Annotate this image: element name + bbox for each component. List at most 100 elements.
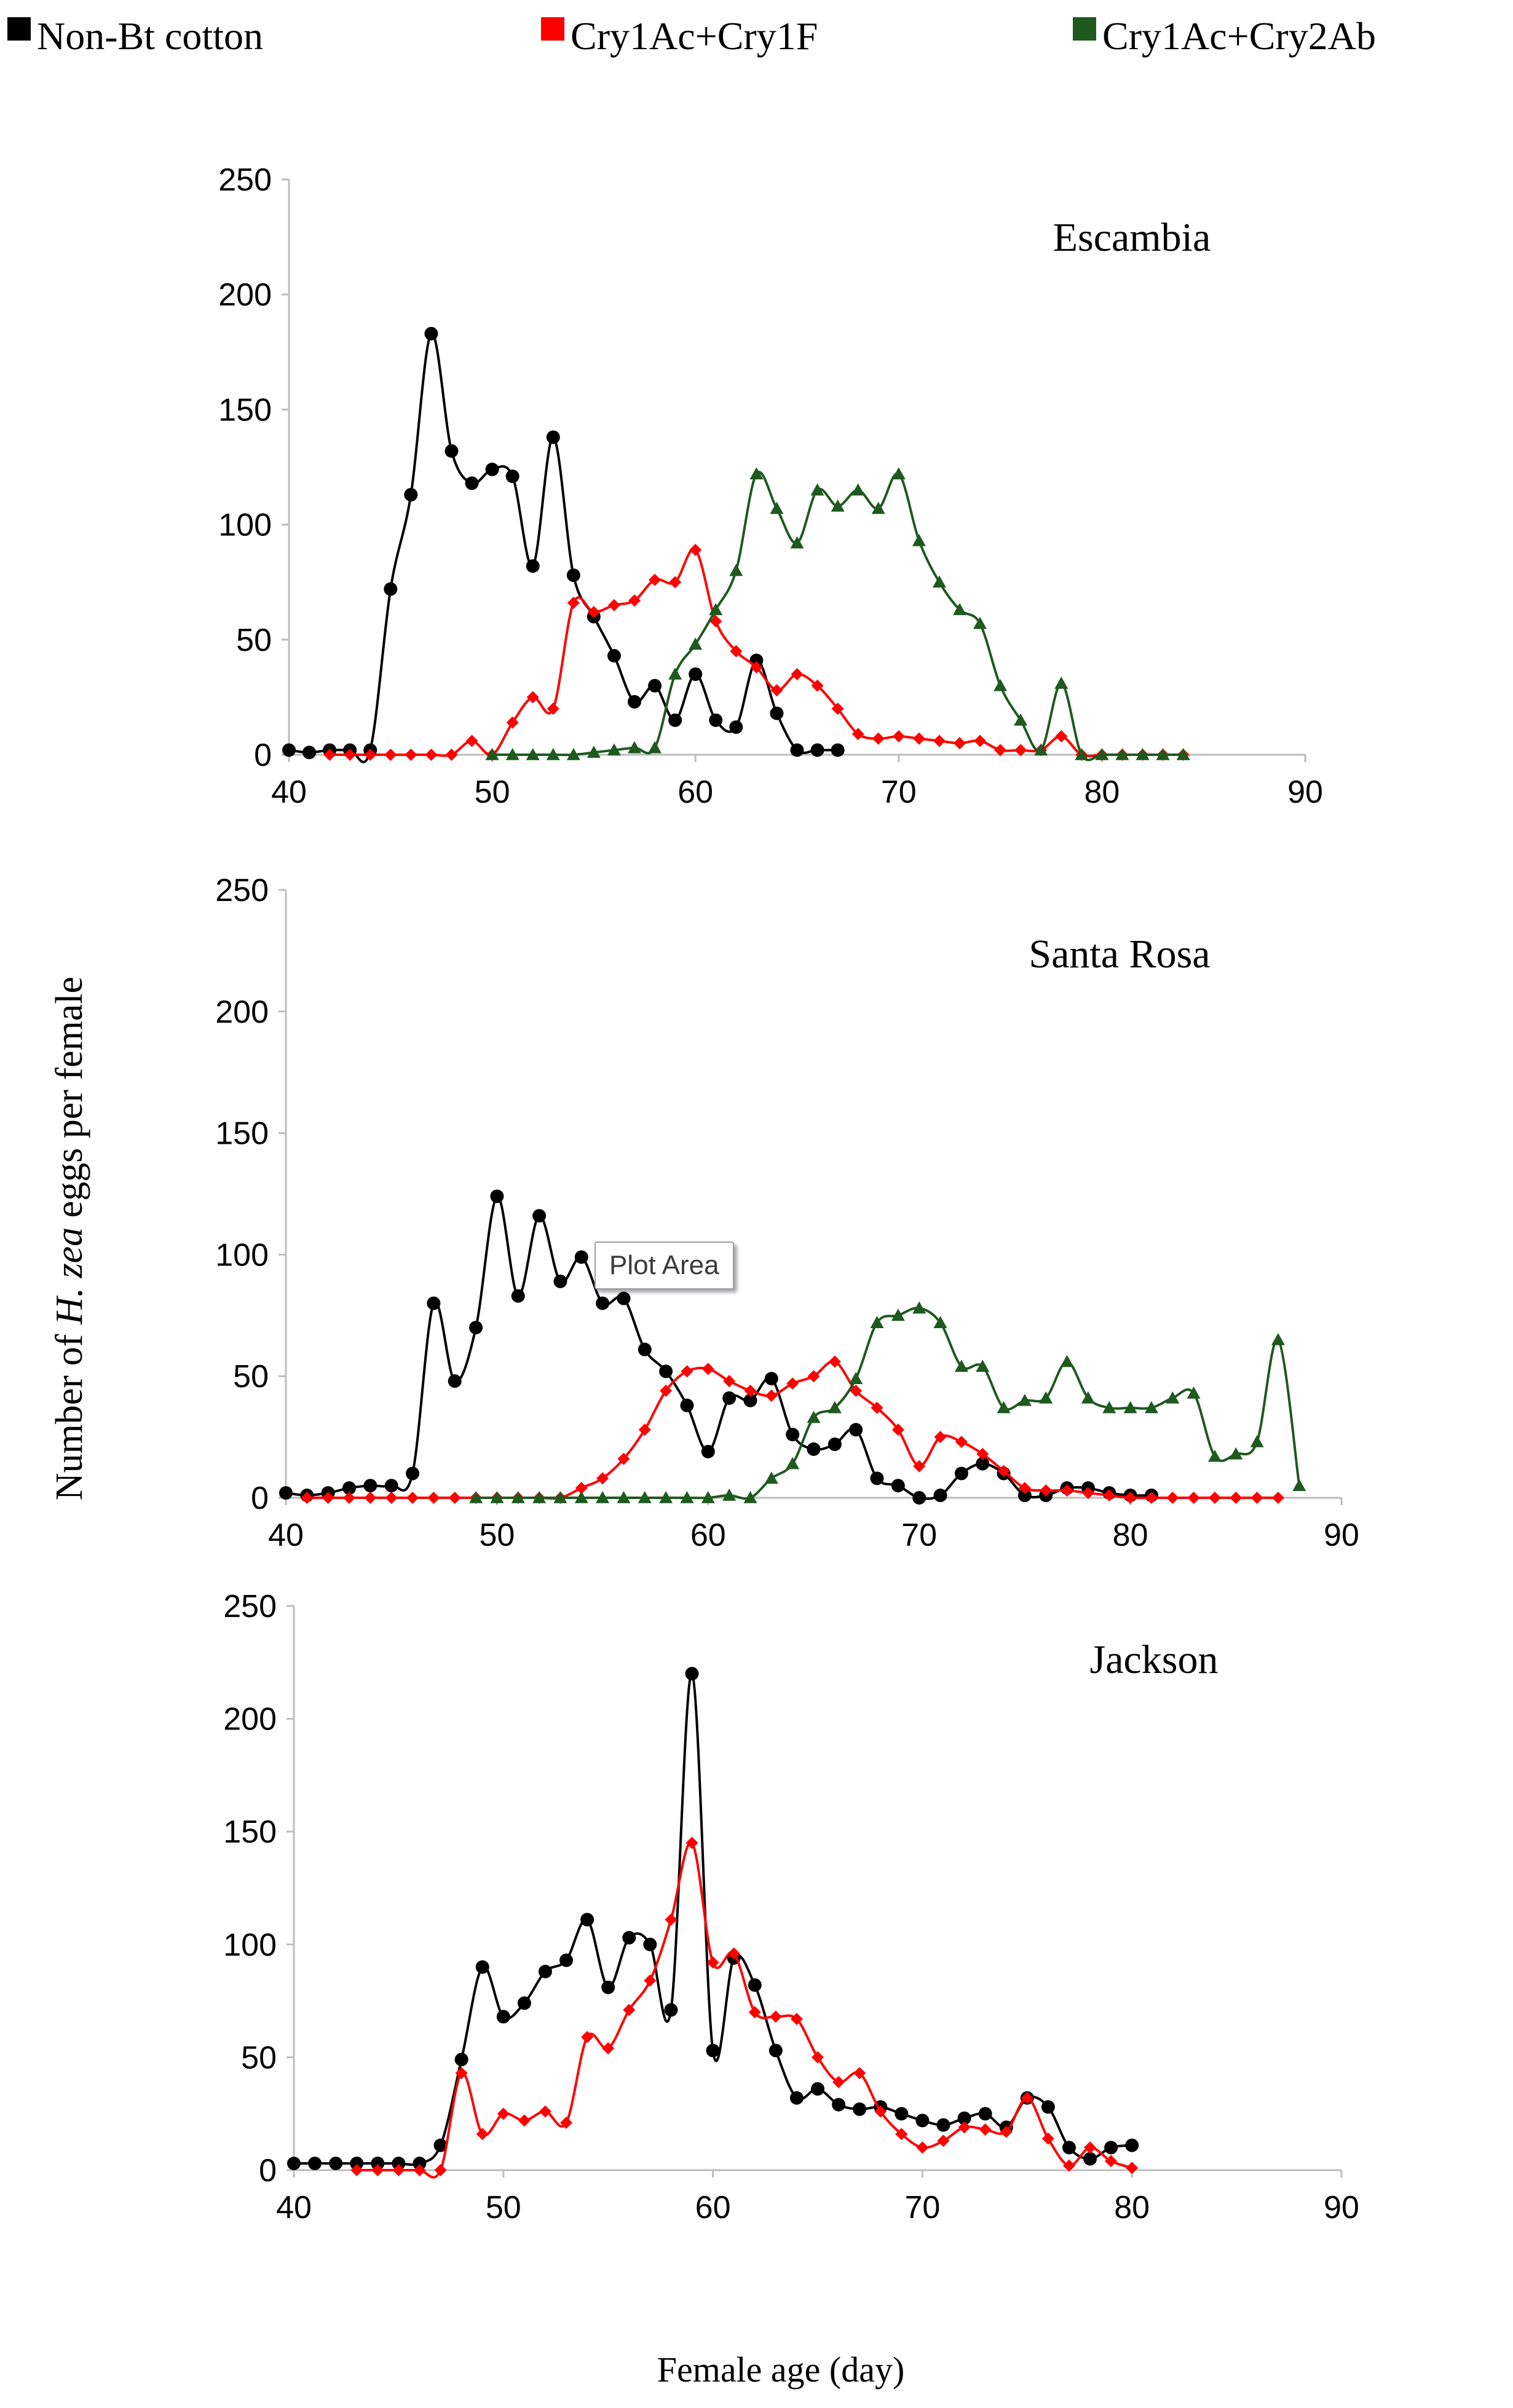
legend: Non-Bt cotton Cry1Ac+Cry1F Cry1Ac+Cry2Ab xyxy=(7,14,1376,58)
data-point xyxy=(363,1479,377,1493)
data-point xyxy=(1081,1487,1094,1500)
data-point xyxy=(1156,748,1170,760)
x-tick-label: 70 xyxy=(881,774,917,810)
data-point xyxy=(648,679,662,693)
data-point xyxy=(301,1492,314,1504)
data-point xyxy=(828,1401,842,1414)
plot-area-tooltip: Plot Area xyxy=(595,1241,734,1289)
data-point xyxy=(709,603,723,615)
data-point xyxy=(1000,2125,1013,2138)
tooltip-label: Plot Area xyxy=(609,1250,719,1280)
x-tick-label: 60 xyxy=(690,1517,726,1553)
data-point xyxy=(664,2003,678,2017)
data-point xyxy=(853,2102,867,2116)
data-point xyxy=(622,1930,636,1945)
data-point xyxy=(596,1296,610,1310)
x-tick-label: 40 xyxy=(268,1517,304,1553)
x-tick-label: 90 xyxy=(1324,2190,1359,2225)
data-point xyxy=(936,2118,950,2132)
y-tick-label: 250 xyxy=(223,1589,277,1624)
y-axis-label-part: H. zea xyxy=(49,1227,90,1325)
series-non-bt-cotton xyxy=(279,1189,1158,1505)
data-point xyxy=(850,1384,863,1397)
data-point xyxy=(628,694,642,709)
data-point xyxy=(811,679,824,692)
x-tick-label: 80 xyxy=(1084,774,1120,810)
y-tick-label: 150 xyxy=(215,1116,269,1152)
data-point xyxy=(872,732,885,745)
data-point xyxy=(786,1377,799,1390)
y-tick-label: 100 xyxy=(218,508,272,543)
data-point xyxy=(526,748,540,760)
data-point xyxy=(979,2123,992,2136)
data-point xyxy=(954,1466,968,1481)
data-point xyxy=(765,1389,778,1402)
x-tick-label: 50 xyxy=(479,1517,515,1553)
data-point xyxy=(323,749,336,761)
y-tick-label: 100 xyxy=(223,1927,277,1963)
data-point xyxy=(891,1308,905,1321)
data-point xyxy=(1176,748,1190,760)
data-point xyxy=(433,2138,448,2152)
data-point xyxy=(831,499,845,512)
data-point xyxy=(831,702,844,715)
data-point xyxy=(668,713,682,727)
data-point xyxy=(445,749,458,761)
data-point xyxy=(974,734,987,747)
data-point xyxy=(413,2156,427,2170)
data-point xyxy=(628,594,641,607)
data-point xyxy=(831,743,845,757)
data-point xyxy=(976,1457,990,1471)
x-axis-label: Female age (day) xyxy=(657,2350,905,2390)
data-point xyxy=(1123,1401,1137,1414)
data-point xyxy=(791,667,804,680)
data-point xyxy=(915,2114,930,2128)
y-tick-label: 200 xyxy=(218,277,272,313)
data-point xyxy=(617,1491,631,1503)
data-point xyxy=(587,605,600,618)
data-point xyxy=(1055,730,1068,743)
data-point xyxy=(628,741,642,753)
data-point xyxy=(870,1471,884,1485)
data-point xyxy=(828,1355,841,1368)
data-point xyxy=(769,2010,782,2023)
y-tick-label: 50 xyxy=(236,623,272,658)
data-point xyxy=(469,1491,483,1503)
data-point xyxy=(566,568,580,582)
data-point xyxy=(302,746,317,760)
x-tick-label: 70 xyxy=(901,1517,937,1553)
data-point xyxy=(1103,1489,1116,1502)
data-point xyxy=(810,743,824,757)
data-point xyxy=(912,732,925,745)
data-point xyxy=(364,749,377,761)
data-point xyxy=(659,1491,673,1503)
data-point xyxy=(644,1974,657,1987)
data-point xyxy=(434,2164,447,2176)
series-line xyxy=(288,332,838,763)
data-point xyxy=(665,1913,677,1926)
data-point xyxy=(546,430,560,444)
y-tick-label: 50 xyxy=(241,2040,277,2076)
data-point xyxy=(506,716,519,729)
data-point xyxy=(490,1491,504,1503)
data-point xyxy=(811,2082,824,2096)
data-point xyxy=(1229,1447,1243,1460)
data-point xyxy=(1054,676,1069,689)
data-point xyxy=(978,2107,992,2121)
x-tick-label: 90 xyxy=(1324,1517,1359,1553)
data-point xyxy=(1230,1492,1242,1504)
data-point xyxy=(607,599,620,612)
data-point xyxy=(547,702,559,715)
data-point xyxy=(279,1486,293,1500)
data-point xyxy=(976,1447,989,1460)
panel-title: Escambia xyxy=(1053,215,1211,260)
data-point xyxy=(1125,2138,1139,2152)
data-point xyxy=(574,1491,588,1503)
y-tick-label: 250 xyxy=(215,873,269,908)
data-point xyxy=(638,1491,652,1503)
data-point xyxy=(1166,1492,1179,1504)
data-point xyxy=(849,1423,863,1437)
panel-escambia: 0 50 100 150 200 250 40 50 60 70 80 90 Escambia xyxy=(218,162,1323,810)
x-tick-label: 50 xyxy=(475,774,510,810)
